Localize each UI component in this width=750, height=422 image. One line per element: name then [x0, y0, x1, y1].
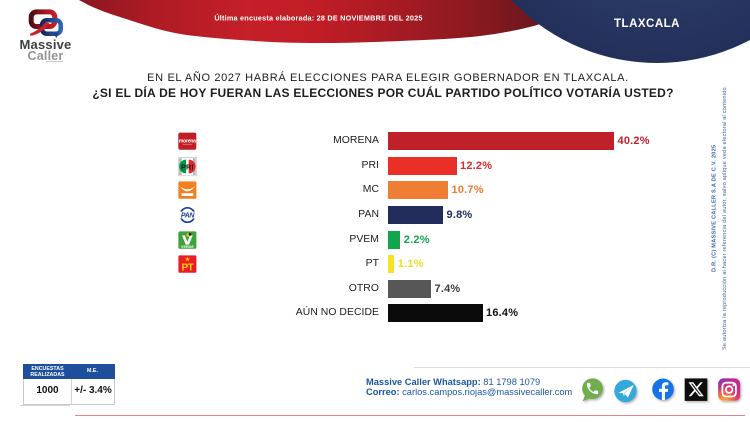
svg-text:PAN: PAN: [181, 212, 196, 219]
svg-text:VERDE: VERDE: [181, 245, 194, 249]
svg-text:Se autoriza la reproducción al: Se autoriza la reproducción al hacer ref…: [722, 85, 728, 350]
svg-text:D.R. (C) MASSIVE CALLER S.A DE: D.R. (C) MASSIVE CALLER S.A DE C.V. 2025: [712, 145, 718, 272]
svg-text:morena: morena: [179, 139, 196, 145]
svg-text:PT: PT: [182, 263, 194, 274]
svg-text:TLAXCALA: TLAXCALA: [614, 18, 680, 30]
svg-text:Última encuesta elaborada: 28: Última encuesta elaborada: 28 DE NOVIEMB…: [214, 13, 422, 22]
svg-text:PRI: PRI: [181, 162, 194, 171]
